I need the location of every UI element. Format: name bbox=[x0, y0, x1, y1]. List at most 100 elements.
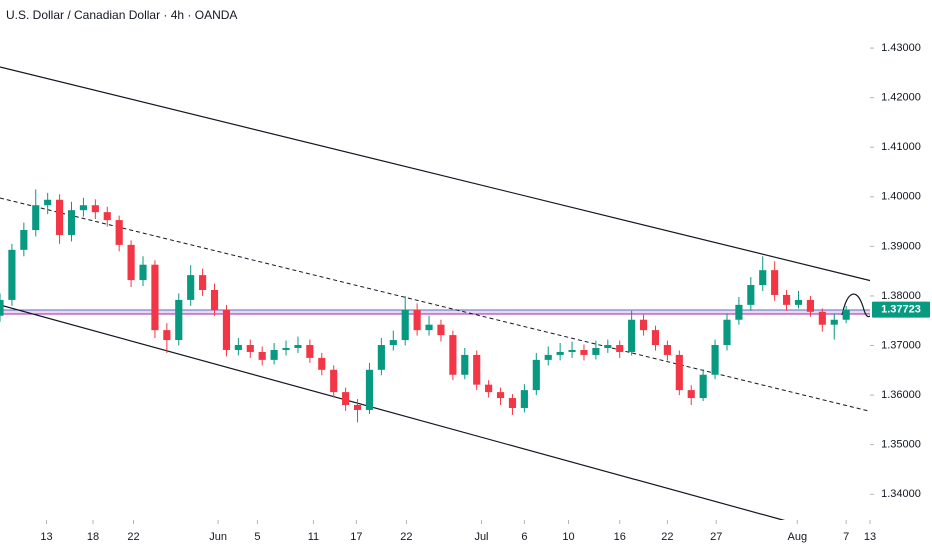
candle-body bbox=[580, 349, 588, 355]
candle-body bbox=[187, 275, 195, 300]
x-tick-label: 22 bbox=[661, 531, 673, 543]
candle-body bbox=[675, 354, 683, 391]
candle-body bbox=[639, 319, 648, 331]
candle-body bbox=[842, 309, 850, 320]
candle-body bbox=[294, 345, 302, 348]
candle-body bbox=[210, 289, 219, 310]
chart-title: U.S. Dollar / Canadian Dollar · 4h · OAN… bbox=[6, 8, 237, 22]
candle-body bbox=[461, 354, 469, 375]
candle-body bbox=[830, 319, 838, 325]
x-tick-label: 22 bbox=[127, 531, 139, 543]
candle-body bbox=[330, 369, 338, 393]
y-tick-label: 1.40000 bbox=[881, 191, 921, 203]
candle-body bbox=[401, 309, 409, 341]
candle-body bbox=[67, 210, 76, 235]
candle-body bbox=[32, 205, 40, 231]
x-tick-label: 5 bbox=[254, 531, 260, 543]
candle-body bbox=[79, 205, 87, 211]
drawings bbox=[0, 66, 886, 523]
channel-line bbox=[0, 304, 791, 523]
x-tick-label: 22 bbox=[400, 531, 412, 543]
candles bbox=[0, 189, 850, 423]
candle-body bbox=[651, 330, 660, 346]
candle-body bbox=[496, 392, 505, 399]
x-tick-label: Jun bbox=[209, 531, 227, 543]
x-tick-label: 13 bbox=[864, 531, 876, 543]
candle-body bbox=[473, 354, 481, 385]
candle-body bbox=[628, 319, 636, 352]
candle-body bbox=[413, 309, 421, 331]
x-tick-label: 7 bbox=[843, 531, 849, 543]
candle-body bbox=[234, 345, 242, 350]
y-tick-label: 1.43000 bbox=[881, 42, 921, 54]
mid-line bbox=[0, 197, 886, 416]
candle-body bbox=[449, 335, 457, 375]
y-tick-label: 1.42000 bbox=[881, 92, 921, 104]
candle-body bbox=[759, 270, 767, 286]
candle-body bbox=[56, 199, 64, 235]
y-tick-label: 1.38000 bbox=[881, 290, 921, 302]
x-tick-label: Aug bbox=[788, 531, 808, 543]
candle-body bbox=[199, 275, 207, 290]
candle-body bbox=[711, 345, 719, 375]
x-tick-label: 27 bbox=[710, 531, 722, 543]
candle-body bbox=[389, 340, 397, 346]
candle-body bbox=[616, 345, 624, 352]
x-tick-label: 11 bbox=[308, 531, 319, 543]
candle-body bbox=[270, 349, 278, 360]
candle-body bbox=[723, 319, 731, 346]
candle-body bbox=[222, 309, 231, 350]
x-tick-label: 13 bbox=[40, 531, 52, 543]
candle-body bbox=[568, 349, 576, 352]
candle-body bbox=[342, 392, 350, 405]
candle-body bbox=[20, 230, 28, 250]
x-tick-label: 16 bbox=[614, 531, 626, 543]
last-price-label: 1.37723 bbox=[881, 304, 921, 316]
channel-line bbox=[0, 66, 881, 284]
candle-body bbox=[246, 345, 254, 352]
candle-body bbox=[556, 351, 564, 355]
zone bbox=[0, 310, 870, 314]
candle-body bbox=[175, 299, 183, 341]
candle-body bbox=[771, 270, 779, 295]
candle-body bbox=[115, 220, 123, 245]
candle-body bbox=[520, 390, 528, 408]
candle-body bbox=[91, 205, 99, 213]
candle-body bbox=[783, 294, 791, 305]
candle-body bbox=[806, 299, 814, 312]
candle-body bbox=[818, 311, 826, 325]
candle-body bbox=[8, 249, 16, 300]
x-tick-label: 17 bbox=[350, 531, 362, 543]
y-tick-label: 1.41000 bbox=[881, 141, 921, 153]
candle-body bbox=[544, 354, 552, 360]
candle-body bbox=[139, 264, 147, 281]
candle-body bbox=[103, 212, 111, 221]
price-axis bbox=[870, 0, 932, 550]
y-tick-label: 1.37000 bbox=[881, 339, 921, 351]
x-tick-label: Jul bbox=[474, 531, 488, 543]
x-tick-label: 18 bbox=[87, 531, 99, 543]
candle-body bbox=[282, 347, 290, 350]
candle-body bbox=[44, 199, 52, 206]
candle-body bbox=[377, 345, 385, 370]
candle-body bbox=[508, 398, 517, 408]
y-tick-label: 1.39000 bbox=[881, 240, 921, 252]
x-tick-label: 6 bbox=[521, 531, 527, 543]
last-price-box bbox=[872, 301, 930, 318]
y-tick-label: 1.36000 bbox=[881, 389, 921, 401]
candle-body bbox=[437, 324, 445, 336]
candle-body bbox=[163, 330, 171, 341]
candle-body bbox=[0, 299, 4, 316]
candle-body bbox=[151, 264, 159, 331]
candle-body bbox=[365, 369, 374, 410]
candle-body bbox=[687, 390, 695, 399]
candle-body bbox=[127, 244, 135, 281]
time-axis bbox=[0, 520, 932, 550]
candle-body bbox=[663, 345, 671, 355]
candle-body bbox=[794, 299, 803, 305]
candle-body bbox=[485, 384, 493, 393]
y-tick-label: 1.34000 bbox=[881, 488, 921, 500]
y-tick-label: 1.35000 bbox=[881, 439, 921, 451]
